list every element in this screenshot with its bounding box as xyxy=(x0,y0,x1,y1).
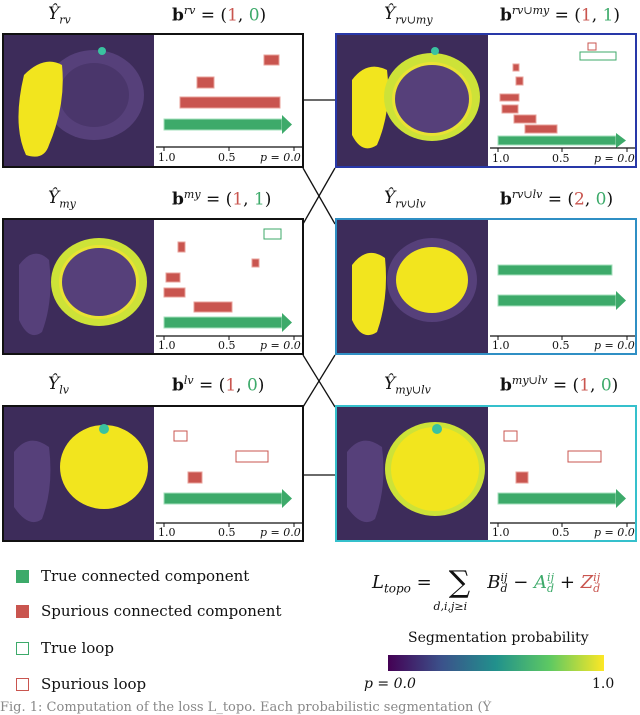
legend-label: Spurious connected component xyxy=(41,602,282,620)
panel-title: Ŷrv xyxy=(48,4,71,27)
segmentation-image xyxy=(337,35,488,166)
persistence-barcode: 1.0 0.5 p = 0.0 xyxy=(490,220,635,353)
tick-right: p = 0.0 xyxy=(594,526,635,539)
panel-title: Ŷlv xyxy=(48,374,69,397)
persistence-barcode: 1.0 0.5 p = 0.0 xyxy=(490,35,635,166)
segmentation-image xyxy=(337,220,488,353)
colorbar-title: Segmentation probability xyxy=(408,630,589,646)
legend-spurious-loop: Spurious loop xyxy=(16,675,146,693)
tick-left: 1.0 xyxy=(492,526,510,539)
tick-left: 1.0 xyxy=(158,151,176,164)
legend-label: True connected component xyxy=(41,567,250,585)
colorbar-right-label: 1.0 xyxy=(592,676,615,692)
figure-caption: Fig. 1: Computation of the loss L_topo. … xyxy=(0,700,492,715)
tick-left: 1.0 xyxy=(492,152,510,165)
spurious-component-swatch xyxy=(16,604,29,618)
persistence-barcode: 1.0 0.5 p = 0.0 xyxy=(156,220,302,353)
tick-mid: 0.5 xyxy=(218,151,236,164)
panel-title: Ŷrv∪my xyxy=(384,4,433,27)
tick-mid: 0.5 xyxy=(218,339,236,352)
segmentation-image xyxy=(4,220,154,353)
betti-vector: bmy = (1, 1) xyxy=(172,188,272,210)
tick-left: 1.0 xyxy=(158,526,176,539)
betti-vector: brv∪my = (1, 1) xyxy=(500,4,621,26)
segmentation-image xyxy=(4,407,154,540)
tick-left: 1.0 xyxy=(158,339,176,352)
true-loop-swatch xyxy=(16,641,29,655)
tick-mid: 0.5 xyxy=(552,152,570,165)
segmentation-image xyxy=(337,407,488,540)
spurious-loop-swatch xyxy=(16,677,29,691)
betti-vector: brv = (1, 0) xyxy=(172,4,267,26)
legend-true-loop: True loop xyxy=(16,639,114,657)
tick-left: 1.0 xyxy=(492,339,510,352)
loss-formula: Ltopo = ∑ d,i,j≥i Bij d − Aij d + Zij d xyxy=(372,565,601,614)
colorbar xyxy=(388,655,604,671)
segmentation-image xyxy=(4,35,154,166)
tick-right: p = 0.0 xyxy=(594,339,635,352)
persistence-barcode: 1.0 0.5 p = 0.0 xyxy=(156,35,302,166)
betti-vector: blv = (1, 0) xyxy=(172,374,265,396)
panel-title: Ŷmy xyxy=(48,188,76,211)
legend-label: True loop xyxy=(41,639,114,657)
tick-mid: 0.5 xyxy=(218,526,236,539)
persistence-barcode: 1.0 0.5 p = 0.0 xyxy=(490,407,635,540)
legend-true-component: True connected component xyxy=(16,567,249,585)
tick-right: p = 0.0 xyxy=(594,152,635,165)
tick-right: p = 0.0 xyxy=(260,526,301,539)
tick-mid: 0.5 xyxy=(552,526,570,539)
tick-right: p = 0.0 xyxy=(260,339,301,352)
true-component-swatch xyxy=(16,569,29,583)
tick-right: p = 0.0 xyxy=(260,151,301,164)
panel-title: Ŷmy∪lv xyxy=(384,374,431,397)
betti-vector: brv∪lv = (2, 0) xyxy=(500,188,614,210)
legend-spurious-component: Spurious connected component xyxy=(16,602,281,620)
legend-label: Spurious loop xyxy=(41,675,147,693)
tick-mid: 0.5 xyxy=(552,339,570,352)
panel-title: Ŷrv∪lv xyxy=(384,188,426,211)
persistence-barcode: 1.0 0.5 p = 0.0 xyxy=(156,407,302,540)
colorbar-left-label: p = 0.0 xyxy=(364,676,416,692)
betti-vector: bmy∪lv = (1, 0) xyxy=(500,374,619,396)
